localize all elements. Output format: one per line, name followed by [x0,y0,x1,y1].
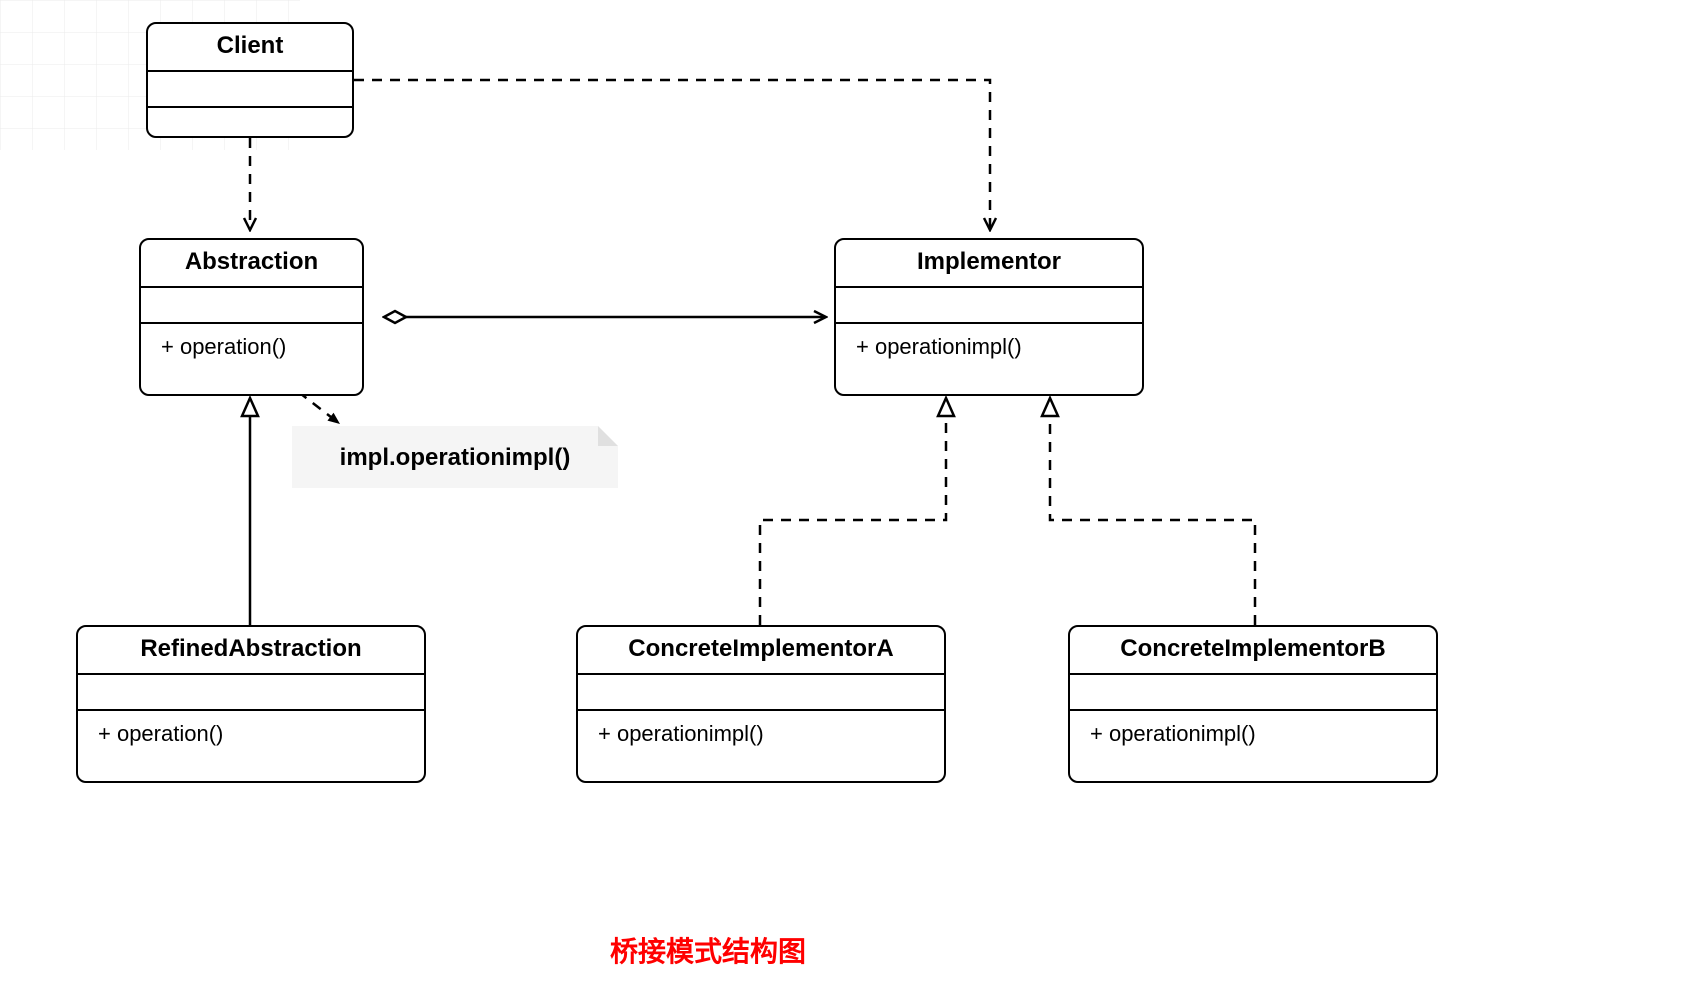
class-concrete-b: ConcreteImplementorB + operationimpl() [1068,625,1438,783]
class-concB-op0: + operationimpl() [1070,711,1436,759]
class-implementor-attrs [836,288,1142,324]
class-client-name: Client [148,24,352,72]
diagram-canvas: Implementor (solid, diamond start, open … [0,0,1708,983]
class-abstraction-op0: + operation() [141,324,362,372]
class-concA-name: ConcreteImplementorA [578,627,944,675]
class-concA-op0: + operationimpl() [578,711,944,759]
class-refined-op0: + operation() [78,711,424,759]
class-implementor-op0: + operationimpl() [836,324,1142,372]
caption-text: 桥接模式结构图 [610,936,806,967]
class-client-attrs [148,72,352,108]
class-concrete-a: ConcreteImplementorA + operationimpl() [576,625,946,783]
class-implementor-name: Implementor [836,240,1142,288]
class-refined-attrs [78,675,424,711]
class-abstraction: Abstraction + operation() [139,238,364,396]
class-concB-name: ConcreteImplementorB [1070,627,1436,675]
class-concA-attrs [578,675,944,711]
edge-client-implementor [354,80,990,230]
class-implementor: Implementor + operationimpl() [834,238,1144,396]
edge-concA-implementor [760,398,946,625]
class-refined-name: RefinedAbstraction [78,627,424,675]
class-client: Client [146,22,354,138]
diagram-caption: 桥接模式结构图 [610,930,806,970]
edge-concB-implementor [1050,398,1255,625]
note-text: impl.operationimpl() [340,444,571,471]
class-abstraction-attrs [141,288,362,324]
class-concB-attrs [1070,675,1436,711]
note-impl-operation: impl.operationimpl() [292,426,618,488]
class-abstraction-name: Abstraction [141,240,362,288]
note-fold-icon [598,426,618,446]
class-refined-abstraction: RefinedAbstraction + operation() [76,625,426,783]
